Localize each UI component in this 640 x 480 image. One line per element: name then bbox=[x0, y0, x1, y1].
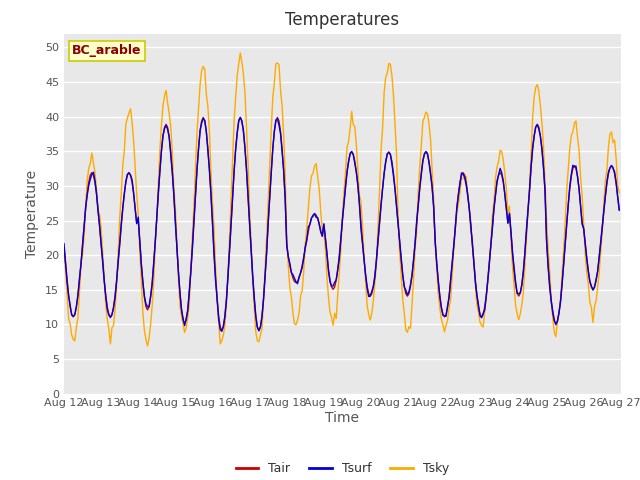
Legend: Tair, Tsurf, Tsky: Tair, Tsurf, Tsky bbox=[231, 457, 454, 480]
Title: Temperatures: Temperatures bbox=[285, 11, 399, 29]
Text: BC_arable: BC_arable bbox=[72, 44, 142, 58]
X-axis label: Time: Time bbox=[325, 411, 360, 425]
Y-axis label: Temperature: Temperature bbox=[26, 169, 40, 258]
